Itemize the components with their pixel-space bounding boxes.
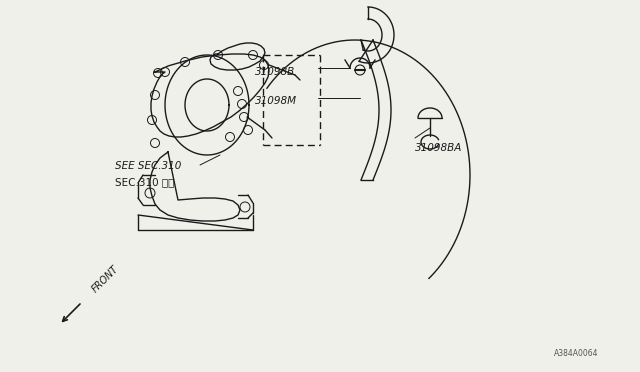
Text: 31098BA: 31098BA [415,143,462,153]
Text: SEE SEC.310: SEE SEC.310 [115,161,181,171]
Text: FRONT: FRONT [90,263,120,294]
Text: SEC.310 参照: SEC.310 参照 [115,177,174,187]
Text: 31098M: 31098M [255,96,297,106]
Text: 31098B: 31098B [255,67,295,77]
Text: A384A0064: A384A0064 [554,349,598,358]
